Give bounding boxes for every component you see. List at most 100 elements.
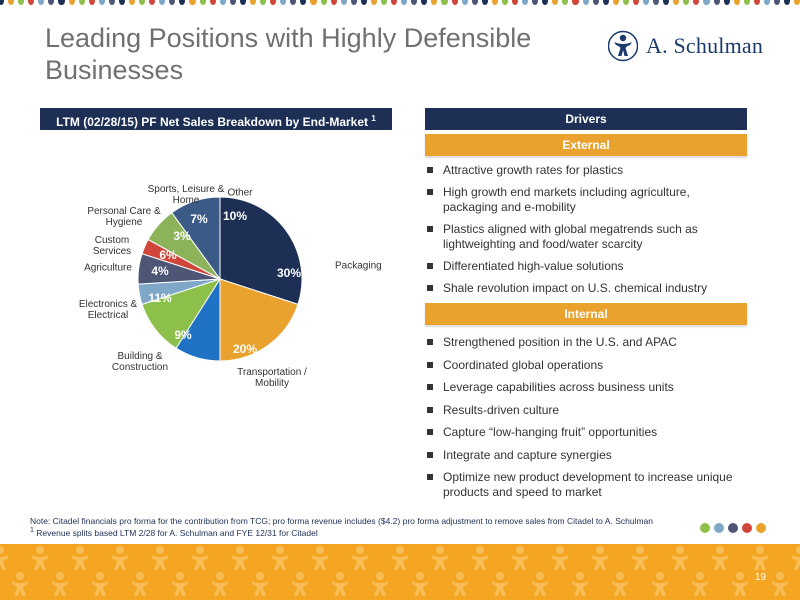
list-item-text: Capture “low-hanging fruit” opportunitie… — [443, 425, 658, 439]
decorative-dot — [88, 0, 95, 5]
footer-figure-icon — [0, 546, 9, 570]
decorative-dot — [360, 0, 367, 5]
pie-category-label: Electronics & Electrical — [78, 299, 138, 321]
decorative-dot — [28, 0, 35, 5]
drivers-header-text: Drivers — [565, 112, 607, 126]
decorative-dot — [763, 0, 771, 5]
decorative-dot — [149, 0, 156, 5]
decorative-dot — [310, 0, 317, 5]
bullet-square-icon — [427, 429, 433, 435]
footer-band — [0, 544, 800, 600]
decorative-dot — [713, 0, 720, 5]
bullet-square-icon — [427, 451, 433, 458]
external-subheader: External — [425, 134, 747, 156]
page-number: 19 — [754, 572, 766, 583]
footer-figure-icon — [291, 572, 309, 596]
decorative-dot — [350, 0, 357, 5]
decorative-dot — [129, 0, 136, 5]
decorative-dot — [511, 0, 519, 5]
decorative-dot — [8, 0, 15, 5]
drivers-header: Drivers — [425, 108, 747, 130]
pie-slice — [171, 196, 221, 281]
bullet-square-icon — [427, 167, 433, 173]
footer-figure-icon — [711, 546, 729, 570]
pie-slice-pct-label: 3% — [173, 229, 191, 243]
decorative-dot — [714, 523, 724, 533]
decorative-dot — [461, 0, 468, 5]
list-item-text: High growth end markets including agricu… — [443, 185, 690, 214]
decorative-dot — [189, 0, 196, 5]
list-item: Plastics aligned with global megatrends … — [425, 222, 747, 252]
pie-category-label: Building & Construction — [111, 351, 169, 373]
company-logo: A. Schulman — [608, 30, 763, 62]
external-subheader-text: External — [562, 138, 610, 152]
pie-slice-pct-label: 20% — [232, 342, 258, 356]
decorative-dot — [756, 523, 766, 533]
pie-slice-pct-label: 9% — [174, 328, 192, 342]
decorative-dot — [320, 0, 327, 5]
decorative-dot — [229, 0, 236, 5]
decorative-dot — [622, 0, 629, 5]
decorative-dot — [673, 0, 680, 5]
footnote-line: 1 Revenue splits based LTM 2/28 for A. S… — [30, 526, 653, 538]
person-figure-icon — [608, 30, 638, 62]
decorative-dot — [653, 0, 660, 5]
decorative-dot — [742, 523, 752, 533]
decorative-dot — [340, 0, 347, 5]
footer-figure-icon — [771, 572, 789, 596]
decorative-dot — [471, 0, 478, 5]
pie-slice — [219, 196, 303, 305]
list-item-text: Leverage capabilities across business un… — [443, 380, 674, 394]
logo-text: A. Schulman — [646, 33, 764, 58]
decorative-dot — [592, 0, 599, 5]
decorative-dot — [249, 0, 257, 5]
list-item-text: Integrate and capture synergies — [443, 447, 612, 462]
decorative-dot — [733, 0, 740, 5]
bullet-square-icon — [427, 226, 433, 232]
decorative-dot — [421, 0, 428, 5]
footnote-marker: 1 — [30, 527, 34, 534]
decorative-dot — [501, 0, 508, 5]
footer-figure-icon — [111, 546, 129, 570]
bullet-square-icon — [427, 406, 433, 413]
decorative-dot — [219, 0, 226, 5]
decorative-dot — [0, 0, 5, 5]
footer-figure-icon — [271, 546, 289, 570]
decorative-dot — [270, 0, 277, 5]
footer-figure-icon — [191, 546, 209, 570]
footer-figure-icon — [531, 572, 549, 596]
list-item-text: Optimize new product development to incr… — [443, 470, 733, 499]
pie-category-label: Personal Care & Hygiene — [87, 206, 161, 228]
sales-breakdown-header: LTM (02/28/15) PF Net Sales Breakdown by… — [40, 108, 392, 130]
bullet-square-icon — [427, 474, 433, 480]
decorative-dot — [179, 0, 186, 5]
list-item-text: Coordinated global operations — [443, 357, 604, 372]
decorative-dot — [784, 0, 791, 5]
list-item-text: Shale revolution impact on U.S. chemical… — [443, 281, 708, 295]
footer-figure-icon — [171, 572, 189, 596]
footer-figure-icon — [211, 572, 229, 596]
pie-slice-pct-label: 30% — [276, 266, 302, 280]
list-item-text: Strengthened position in the U.S. and AP… — [443, 335, 677, 349]
bullet-square-icon — [427, 361, 433, 368]
pie-category-label: Sports, Leisure & Home — [147, 184, 225, 206]
pie-category-label: Other — [227, 187, 253, 199]
footer-figure-icon — [351, 546, 369, 570]
footer-figure-icon — [571, 572, 589, 596]
decorative-dot — [522, 0, 529, 5]
decorative-dot — [199, 0, 206, 5]
footer-pattern — [0, 546, 800, 596]
footer-figure-icon — [471, 546, 489, 570]
decorative-dot — [774, 0, 781, 5]
internal-drivers-list: Strengthened position in the U.S. and AP… — [425, 335, 747, 508]
decorative-dots — [700, 523, 766, 533]
list-item: High growth end markets including agricu… — [425, 185, 747, 215]
decorative-dot — [68, 0, 75, 5]
decorative-dot — [572, 0, 579, 5]
decorative-dot — [290, 0, 297, 5]
list-item: Attractive growth rates for plastics — [425, 163, 747, 178]
decorative-dot — [703, 0, 710, 5]
end-market-pie-chart — [137, 196, 303, 362]
decorative-dot — [451, 0, 458, 5]
decorative-dot — [700, 523, 710, 533]
